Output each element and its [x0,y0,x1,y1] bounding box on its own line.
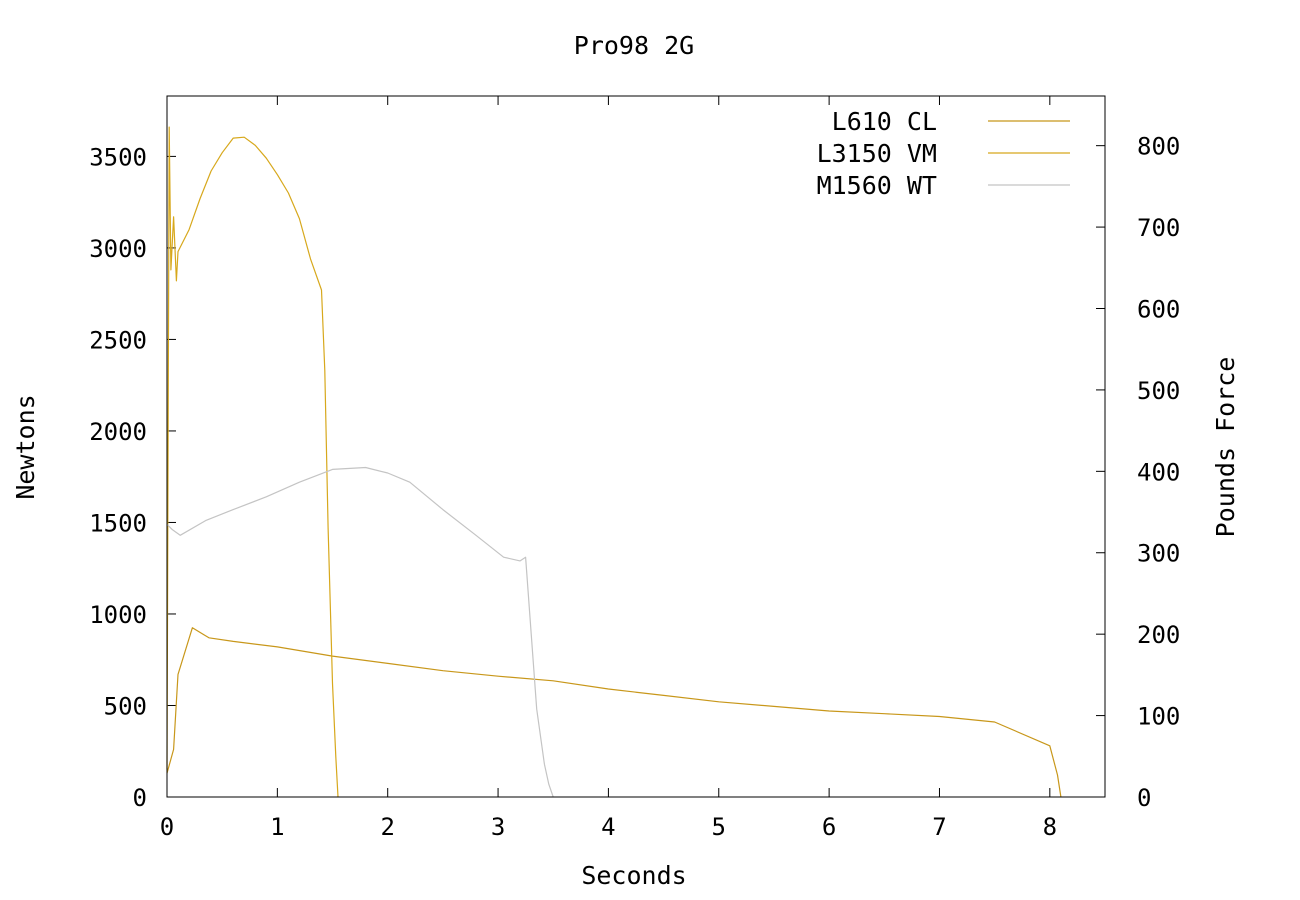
y2-tick-label: 500 [1137,377,1180,405]
y2-tick-label: 700 [1137,214,1180,242]
legend-label: L610 CL [832,107,937,136]
x-tick-label: 5 [712,813,726,841]
x-tick-label: 3 [491,813,505,841]
x-tick-label: 7 [932,813,946,841]
y2-tick-label: 0 [1137,784,1151,812]
y2-tick-label: 300 [1137,540,1180,568]
y2-tick-label: 100 [1137,703,1180,731]
y-tick-label: 500 [104,692,147,720]
x-tick-label: 1 [270,813,284,841]
x-axis-title: Seconds [581,861,686,890]
x-tick-label: 6 [822,813,836,841]
x-tick-label: 2 [380,813,394,841]
y2-axis-title: Pounds Force [1211,357,1240,538]
y2-tick-label: 600 [1137,295,1180,323]
legend-label: M1560 WT [817,171,937,200]
series-line [166,466,554,798]
y-tick-label: 2500 [89,326,147,354]
data-series [166,126,1062,798]
x-tick-label: 4 [601,813,615,841]
y-tick-label: 3500 [89,143,147,171]
y-tick-label: 2000 [89,418,147,446]
axis-ticks: 0 1 2 3 4 5 6 7 8 0 500 1000 1500 2000 2500 3000 3500 0 10… [89,96,1180,841]
y2-tick-label: 400 [1137,458,1180,486]
series-line [166,126,339,798]
y-tick-label: 3000 [89,235,147,263]
y-tick-label: 1500 [89,509,147,537]
plot-frame [166,95,1106,798]
legend-label: L3150 VM [817,139,937,168]
y2-tick-label: 200 [1137,621,1180,649]
series-line [166,627,1062,798]
x-tick-label: 0 [160,813,174,841]
y-tick-label: 0 [133,784,147,812]
y-axis-title: Newtons [11,394,40,499]
y2-tick-label: 800 [1137,133,1180,161]
y-tick-label: 1000 [89,601,147,629]
x-tick-label: 8 [1043,813,1057,841]
legend: L610 CL L3150 VM M1560 WT [817,107,1070,200]
chart-title: Pro98 2G [574,31,694,60]
